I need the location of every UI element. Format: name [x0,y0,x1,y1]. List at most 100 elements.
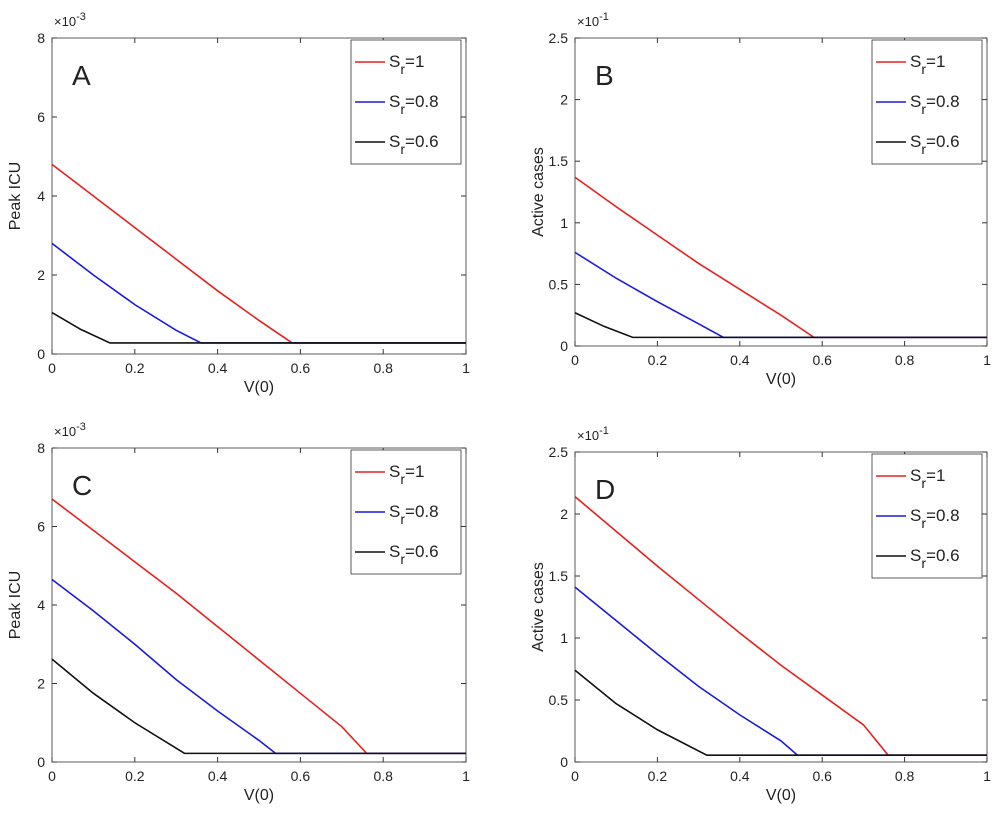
line-series [51,163,466,344]
y-multiplier-exp: -3 [76,11,86,23]
x-tick-label: 1 [462,768,470,784]
legend-label: Sr=0.6 [910,132,960,157]
y-tick-label: 1 [560,215,568,231]
y-tick-label: 2 [560,506,568,522]
x-tick-label: 0.2 [125,360,145,376]
line-series [574,496,987,756]
y-multiplier-base: ×10 [54,14,76,29]
legend-label: Sr=1 [910,466,945,491]
y-multiplier-exp: -3 [76,421,86,433]
legend-rest: =0.8 [926,506,960,525]
legend-base: S [389,462,400,481]
panel-letter: D [595,474,615,505]
legend-base: S [389,92,400,111]
legend-rest: =0.6 [926,132,960,151]
legend-sub: r [921,61,926,77]
legend-label: Sr=0.6 [910,546,960,571]
x-tick-label: 0.6 [291,360,311,376]
x-tick-label: 0 [48,768,56,784]
legend-rest: =1 [926,466,945,485]
y-tick-label: 6 [37,519,45,535]
x-tick-label: 0.8 [895,768,915,784]
x-tick-label: 0.8 [895,352,915,368]
legend-base: S [910,546,921,565]
x-tick-label: 0.4 [730,352,750,368]
legend-base: S [910,92,921,111]
panel: 0 0.2 0.4 0.6 0.8 1 0 0.5 1 1.5 2 2.5 V(0) Active cas… [530,425,991,804]
y-tick-label: 1.5 [549,153,569,169]
legend-sub: r [921,101,926,117]
y-multiplier-base: ×10 [54,424,76,439]
line-series [51,658,466,755]
panel-letter: A [72,60,91,91]
line-series [574,312,987,339]
x-tick-label: 0.2 [648,768,668,784]
y-multiplier-exp: -1 [599,11,609,23]
legend-rest: =0.8 [405,502,439,521]
y-tick-label: 2.5 [549,30,569,46]
legend-base: S [910,52,921,71]
y-tick-label: 2 [560,92,568,108]
legend-label: Sr=1 [910,52,945,77]
y-multiplier: ×10-3 [54,11,86,29]
line-series [574,669,987,756]
x-tick-label: 0.6 [291,768,311,784]
y-multiplier-base: ×10 [577,428,599,443]
legend-sub: r [400,61,405,77]
y-axis-label: Active cases [530,147,547,237]
line-series [51,498,466,755]
y-tick-label: 0 [560,754,568,770]
y-tick-label: 0 [37,754,45,770]
panel-letter: B [595,60,614,91]
y-tick-label: 8 [37,30,45,46]
x-tick-label: 1 [462,360,470,376]
y-tick-label: 0 [37,346,45,362]
x-tick-label: 0.4 [208,360,228,376]
x-tick-label: 0.2 [125,768,145,784]
x-tick-label: 0.4 [730,768,750,784]
legend-sub: r [921,515,926,531]
legend-sub: r [400,511,405,527]
x-tick-label: 0 [48,360,56,376]
legend-sub: r [400,471,405,487]
y-tick-label: 1 [560,630,568,646]
legend-label: Sr=0.6 [389,542,439,567]
legend-base: S [910,506,921,525]
y-tick-label: 2 [37,676,45,692]
legend-base: S [389,502,400,521]
y-axis-label: Peak ICU [7,571,24,639]
legend-base: S [389,132,400,151]
legend-rest: =0.8 [405,92,439,111]
line-series [574,176,987,339]
legend-label: Sr=1 [389,462,424,487]
y-tick-label: 1.5 [549,568,569,584]
y-tick-label: 0.5 [549,692,569,708]
x-tick-label: 0.8 [373,768,393,784]
x-tick-label: 1 [983,352,991,368]
x-tick-label: 0.4 [208,768,228,784]
legend-label: Sr=0.6 [389,132,439,157]
x-axis-label: V(0) [244,787,274,804]
line-series [51,311,466,344]
x-tick-label: 1 [983,768,991,784]
legend-label: Sr=1 [389,52,424,77]
legend-rest: =1 [405,52,424,71]
legend-base: S [910,466,921,485]
y-axis-label: Active cases [530,562,547,652]
legend-label: Sr=0.8 [910,506,960,531]
x-axis-label: V(0) [766,371,796,388]
line-series [574,586,987,756]
legend-base: S [389,52,400,71]
legend-base: S [389,542,400,561]
legend-label: Sr=0.8 [389,92,439,117]
y-multiplier-base: ×10 [577,14,599,29]
y-tick-label: 4 [37,597,45,613]
y-tick-label: 0 [560,338,568,354]
x-tick-label: 0.6 [812,768,832,784]
y-tick-label: 0.5 [549,276,569,292]
y-tick-label: 8 [37,440,45,456]
y-multiplier: ×10-1 [577,425,609,443]
